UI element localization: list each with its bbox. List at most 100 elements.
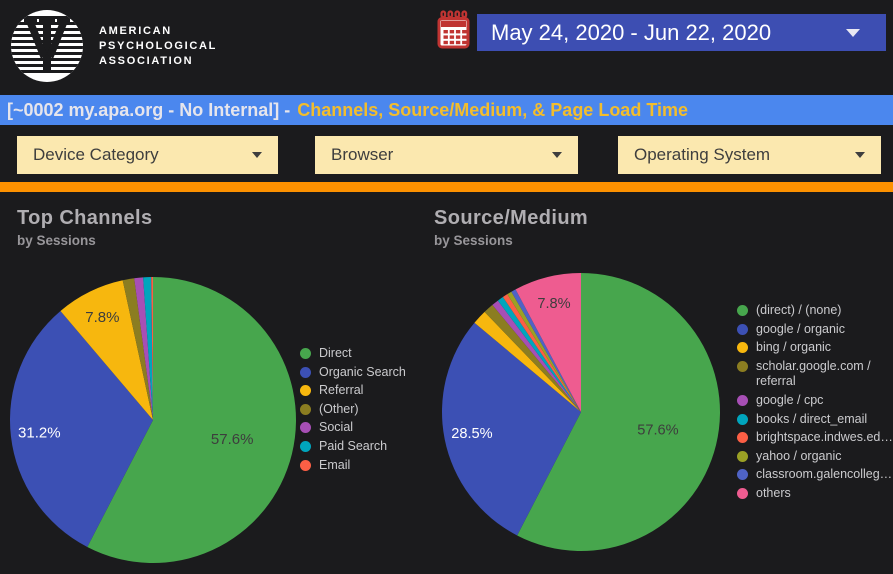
pie-slice-label: 7.8% [537,296,570,312]
pie-slice-label: 28.5% [451,426,492,442]
legend-color-dot [737,487,748,499]
chart-subtitle: by Sessions [17,233,96,248]
legend-item-referral[interactable]: Referral [300,383,465,399]
legend-label: Referral [319,383,364,398]
pie-slice-yahoo-organic[interactable] [507,291,581,412]
pie-slice-label: 57.6% [211,431,254,448]
pie-slice-bing-organic[interactable] [474,311,581,412]
filter-label: Operating System [634,145,771,164]
legend-label: Social [319,420,354,435]
pie-slice-scholar-google-com-referral[interactable] [484,304,581,412]
source-medium-header: Source/Medium by Sessions [434,207,588,248]
report-title-prefix: [~0002 my.apa.org - No Internal] - [7,99,291,120]
legend-item-direct-none[interactable]: (direct) / (none) [737,303,889,319]
legend-color-dot [737,342,748,354]
legend-color-dot [300,422,311,434]
filter-operating-system[interactable]: Operating System [618,136,881,174]
legend-item-scholar-google-com-referral[interactable]: scholar.google.com / referral [737,359,889,390]
legend-item-organic-search[interactable]: Organic Search [300,365,465,381]
top-channels-legend: Direct Organic Search Referral (Other) Socia… [300,346,465,476]
pie-slice-direct[interactable] [87,277,296,563]
legend-color-dot [737,323,748,335]
legend-label: classroom.galencolleg… [756,467,893,482]
pie-slice-other[interactable] [122,278,153,420]
brand-line-3: ASSOCIATION [99,54,194,67]
legend-label: yahoo / organic [756,448,842,463]
legend-label: (Other) [319,401,359,416]
legend-color-dot [737,394,748,406]
report-title-highlight: Channels, Source/Medium, & Page Load Tim… [297,99,689,120]
filter-label: Browser [331,145,394,164]
legend-label: Organic Search [319,364,406,379]
legend-item-other[interactable]: (Other) [300,402,465,418]
filter-browser[interactable]: Browser [315,136,578,174]
pie-slice-label: 57.6% [637,423,678,439]
date-range-selector[interactable]: May 24, 2020 - Jun 22, 2020 [477,14,886,51]
pie-slice-google-organic[interactable] [442,322,581,536]
filter-device-category[interactable]: Device Category [17,136,278,174]
legend-item-brightspace-indwes-ed[interactable]: brightspace.indwes.ed… [737,430,893,446]
chevron-down-icon [552,152,562,158]
legend-label: books / direct_email [756,411,868,426]
apa-logo: AMERICAN PSYCHOLOGICAL ASSOCIATION [10,9,217,83]
source-medium-pie-chart[interactable]: 57.6% 28.5% 7.8% [442,273,720,551]
legend-label: brightspace.indwes.ed… [756,430,893,445]
pie-slice-label: 7.8% [85,309,119,326]
legend-label: google / cpc [756,392,824,407]
legend-label: (direct) / (none) [756,303,842,317]
legend-item-email[interactable]: Email [300,458,465,474]
chart-title: Source/Medium [434,207,589,229]
chart-title: Top Channels [17,207,153,229]
legend-item-books-direct-email[interactable]: books / direct_email [737,412,889,428]
pie-slice-books-direct-email[interactable] [497,297,581,412]
legend-item-paid-search[interactable]: Paid Search [300,439,465,455]
legend-color-dot [300,459,311,471]
calendar-icon [437,10,470,55]
legend-item-bing-organic[interactable]: bing / organic [737,340,889,356]
chevron-down-icon [252,152,262,158]
legend-color-dot [300,366,311,378]
legend-color-dot [300,440,311,452]
legend-item-social[interactable]: Social [300,420,465,436]
legend-color-dot [300,385,311,397]
source-medium-legend: (direct) / (none) google / organic bing / … [737,303,893,505]
top-channels-header: Top Channels by Sessions [17,207,153,248]
apa-logo-icon [11,10,83,82]
legend-color-dot [737,413,748,425]
legend-item-yahoo-organic[interactable]: yahoo / organic [737,449,889,465]
pie-slice-others[interactable] [515,273,581,412]
legend-label: google / organic [756,321,845,336]
legend-color-dot [300,348,311,359]
legend-item-google-cpc[interactable]: google / cpc [737,393,889,409]
legend-label: scholar.google.com / referral [756,358,871,389]
legend-item-direct[interactable]: Direct [300,346,465,362]
legend-item-classroom-galencolleg[interactable]: classroom.galencolleg… [737,467,893,483]
legend-color-dot [737,305,748,316]
pie-slice-google-cpc[interactable] [492,300,581,412]
pie-slice-brightspace-indwes-ed[interactable] [502,294,581,412]
pie-slice-label: 31.2% [18,424,61,441]
legend-item-others[interactable]: others [737,486,889,502]
orange-divider [0,182,893,192]
pie-slice-social[interactable] [134,277,153,420]
pie-slice-classroom-galencolleg[interactable] [511,289,581,412]
legend-color-dot [737,360,748,372]
pie-slice-email[interactable] [151,277,153,420]
legend-label: Paid Search [319,438,388,453]
pie-slice-organic-search[interactable] [10,310,153,548]
pie-slice-paid-search[interactable] [143,277,153,420]
pie-slice-referral[interactable] [60,280,154,420]
brand-line-2: PSYCHOLOGICAL [99,39,218,52]
chevron-down-icon [855,152,865,158]
top-channels-pie-chart[interactable]: 57.6% 31.2% 7.8% [10,277,296,563]
legend-item-google-organic[interactable]: google / organic [737,322,889,338]
brand-line-1: AMERICAN [99,24,172,37]
legend-color-dot [737,469,748,481]
legend-label: Email [319,457,351,472]
legend-color-dot [300,403,311,415]
legend-label: bing / organic [756,340,832,355]
report-title-banner: [~0002 my.apa.org - No Internal] - Chann… [0,95,893,125]
pie-slice-direct-none[interactable] [517,273,720,551]
legend-label: Direct [319,346,352,360]
legend-color-dot [737,432,748,444]
